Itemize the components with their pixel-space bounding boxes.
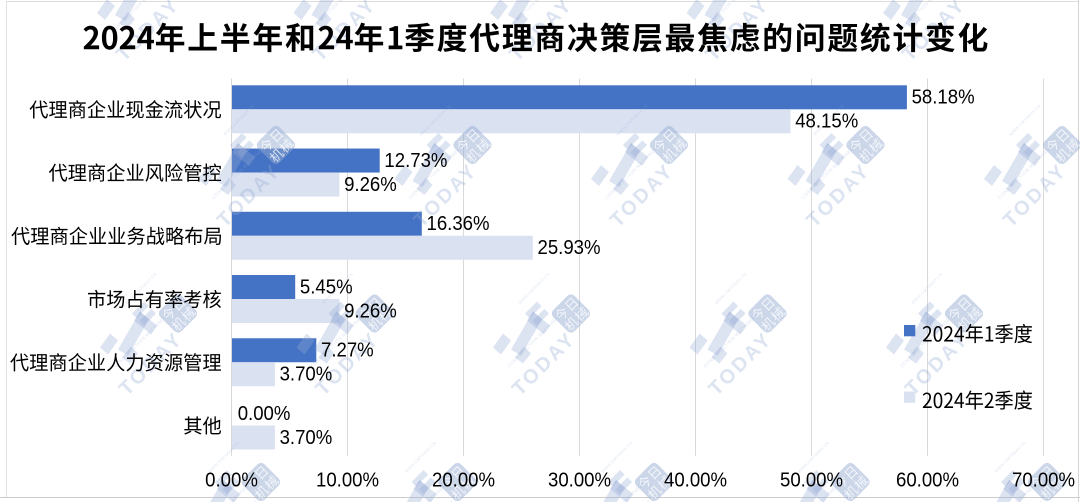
svg-text:25.93%: 25.93% xyxy=(538,238,601,260)
svg-text:9.26%: 9.26% xyxy=(344,174,397,196)
svg-text:70.00%: 70.00% xyxy=(1012,470,1075,492)
svg-text:0.00%: 0.00% xyxy=(205,470,258,492)
svg-text:10.00%: 10.00% xyxy=(316,470,379,492)
svg-text:40.00%: 40.00% xyxy=(664,470,727,492)
svg-text:50.00%: 50.00% xyxy=(780,470,843,492)
svg-text:16.36%: 16.36% xyxy=(427,214,490,236)
svg-text:48.15%: 48.15% xyxy=(795,111,858,133)
svg-text:58.18%: 58.18% xyxy=(912,87,975,109)
svg-text:3.70%: 3.70% xyxy=(280,427,333,449)
svg-text:30.00%: 30.00% xyxy=(548,470,611,492)
svg-text:60.00%: 60.00% xyxy=(896,470,959,492)
svg-text:0.00%: 0.00% xyxy=(238,403,291,425)
svg-text:7.27%: 7.27% xyxy=(321,340,374,362)
svg-text:5.45%: 5.45% xyxy=(300,277,353,299)
svg-text:3.70%: 3.70% xyxy=(280,364,333,386)
svg-text:9.26%: 9.26% xyxy=(344,301,397,323)
svg-text:20.00%: 20.00% xyxy=(432,470,495,492)
svg-text:12.73%: 12.73% xyxy=(384,150,447,172)
